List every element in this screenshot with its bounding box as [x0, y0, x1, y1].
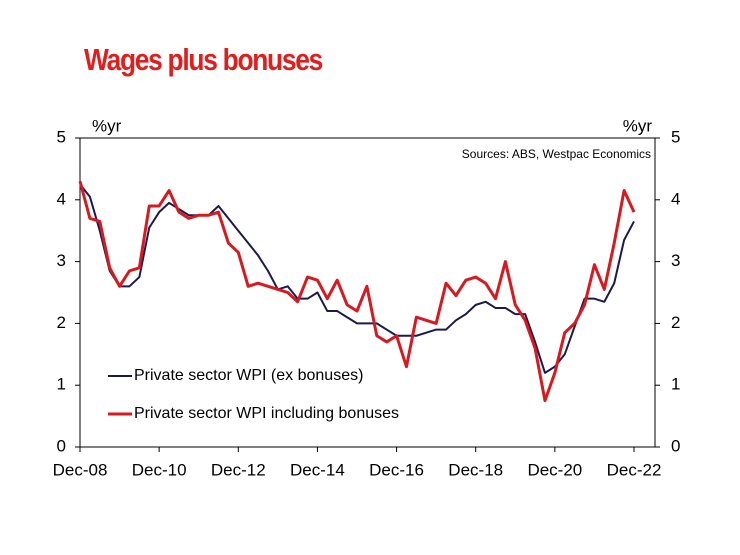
y2-tick-label: 0 — [671, 436, 680, 455]
x-tick-label: Dec-08 — [53, 460, 108, 479]
y2-tick-label: 5 — [671, 127, 680, 146]
y-tick-label: 1 — [57, 375, 66, 394]
x-tick-label: Dec-22 — [607, 460, 662, 479]
x-tick-label: Dec-14 — [290, 460, 345, 479]
x-tick-label: Dec-18 — [448, 460, 503, 479]
x-tick-label: Dec-12 — [211, 460, 266, 479]
y-tick-label: 0 — [57, 436, 66, 455]
y2-tick-label: 3 — [671, 251, 680, 270]
series-line — [79, 183, 635, 374]
y-tick-label: 2 — [57, 313, 66, 332]
y2-axis-label: %yr — [623, 116, 653, 135]
y-tick-label: 3 — [57, 251, 66, 270]
source-note: Sources: ABS, Westpac Economics — [462, 147, 651, 161]
x-tick-label: Dec-10 — [132, 460, 187, 479]
x-tick-label: Dec-20 — [527, 460, 582, 479]
y-tick-label: 4 — [57, 189, 66, 208]
series-line — [78, 180, 636, 403]
plot-frame — [79, 137, 656, 448]
y2-tick-label: 2 — [671, 313, 680, 332]
y-axis-label: %yr — [92, 116, 122, 135]
legend-label: Private sector WPI (ex bonuses) — [134, 367, 363, 384]
y-tick-label: 5 — [57, 127, 66, 146]
y2-tick-label: 4 — [671, 189, 680, 208]
y2-tick-label: 1 — [671, 375, 680, 394]
x-tick-label: Dec-16 — [369, 460, 424, 479]
legend-label: Private sector WPI including bonuses — [134, 405, 399, 422]
chart-title: Wages plus bonuses — [84, 43, 322, 77]
